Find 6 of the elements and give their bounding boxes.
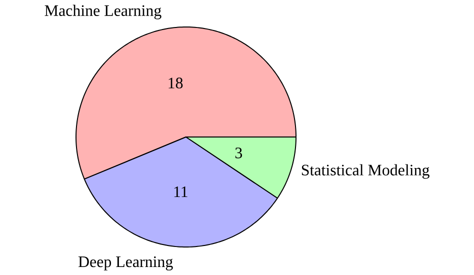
slice-label: Machine Learning xyxy=(44,4,162,20)
data-label: 3 xyxy=(235,148,242,158)
data-label: 11 xyxy=(174,186,188,197)
slice-label: Statistical Modeling xyxy=(302,164,430,179)
data-label: 18 xyxy=(168,78,183,88)
slice-label: Deep Learning xyxy=(78,256,173,270)
